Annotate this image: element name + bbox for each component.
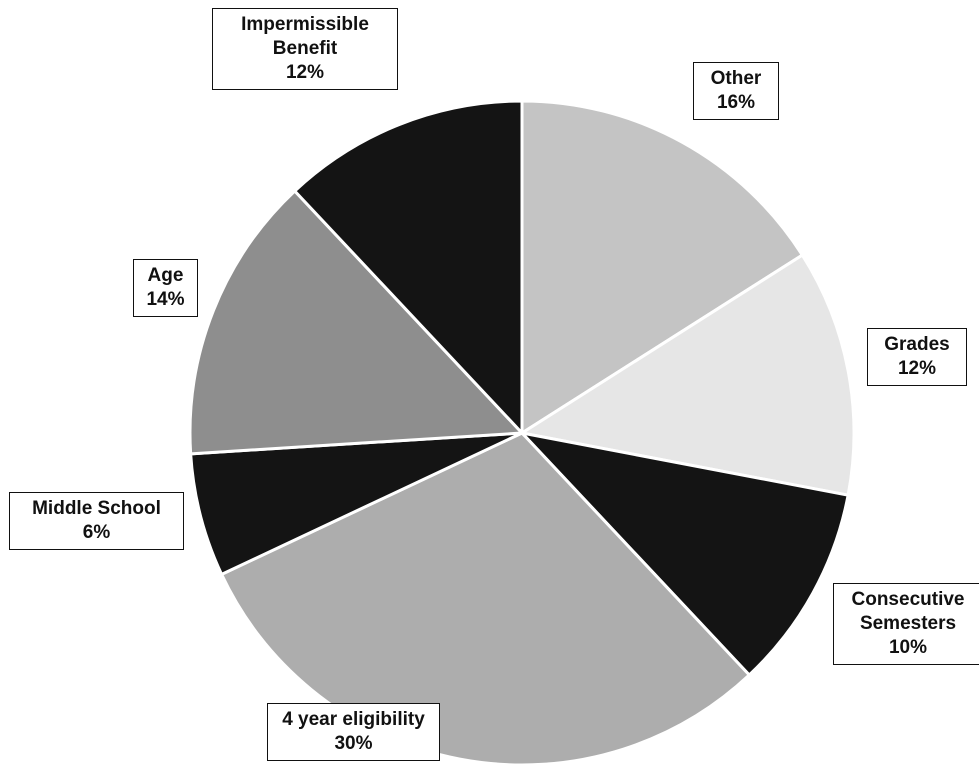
label-name: Impermissible Benefit [241,14,369,59]
label-value: 30% [334,733,373,754]
data-label: Consecutive Semesters 10% [833,583,979,665]
label-value: 12% [897,358,937,379]
pie-slice [292,99,524,437]
label-name: Other [710,68,762,89]
data-label: Middle School 6% [9,492,184,550]
label-value: 10% [888,637,928,658]
pie-slice [517,430,850,678]
label-value: 16% [716,92,756,113]
pie-slice [188,188,526,456]
label-name: Middle School [32,498,161,519]
label-value: 6% [82,522,111,543]
data-label: Impermissible Benefit 12% [212,8,398,90]
label-value: 12% [285,62,325,83]
pie-slice [520,99,805,436]
pie-slice [517,253,856,497]
label-name: Age [147,265,184,286]
pie-slice [219,431,752,767]
label-name: Grades [884,334,950,355]
data-label: 4 year eligibility 30% [267,703,440,761]
data-label: Grades 12% [867,328,967,386]
pie-slice [189,431,523,577]
data-label: Other 16% [693,62,779,120]
data-label: Age 14% [133,259,198,317]
label-value: 14% [146,289,185,310]
label-name: Consecutive Semesters [851,589,965,634]
label-name: 4 year eligibility [282,709,425,730]
